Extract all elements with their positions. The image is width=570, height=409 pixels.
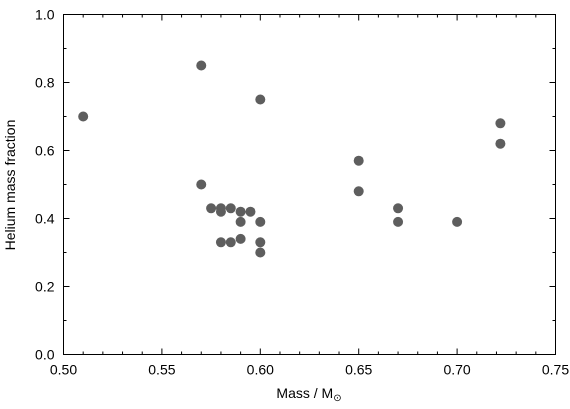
scatter-point bbox=[393, 203, 404, 214]
scatter-point bbox=[215, 237, 226, 248]
scatter-point bbox=[495, 138, 506, 149]
scatter-point bbox=[235, 233, 246, 244]
scatter-point bbox=[245, 206, 256, 217]
scatter-point bbox=[235, 206, 246, 217]
scatter-point bbox=[206, 203, 217, 214]
scatter-point bbox=[255, 94, 266, 105]
scatter-point bbox=[225, 237, 236, 248]
x-axis: 0.50 0.55 0.60 0.65 0.70 0.75 bbox=[50, 14, 569, 378]
scatter-point bbox=[215, 206, 226, 217]
scatter-point bbox=[235, 216, 246, 227]
scatter-point bbox=[393, 216, 404, 227]
scatter-point bbox=[353, 155, 364, 166]
scatter-point bbox=[255, 237, 266, 248]
y-tick-label: 0.8 bbox=[35, 75, 55, 91]
x-tick-label: 0.60 bbox=[247, 362, 274, 378]
x-axis-title-subscript: ⊙ bbox=[333, 393, 341, 404]
x-tick-label: 0.65 bbox=[345, 362, 372, 378]
scatter-point bbox=[196, 179, 207, 190]
x-tick-label: 0.75 bbox=[542, 362, 569, 378]
data-points bbox=[78, 60, 506, 258]
scatter-point bbox=[353, 186, 364, 197]
scatter-point bbox=[495, 118, 506, 129]
scatter-point bbox=[78, 111, 89, 122]
plot-frame bbox=[63, 14, 556, 355]
scatter-point bbox=[452, 216, 463, 227]
x-tick-label: 0.55 bbox=[148, 362, 175, 378]
scatter-point bbox=[255, 216, 266, 227]
y-tick-label: 0.6 bbox=[35, 143, 55, 159]
y-axis: 0.0 0.2 0.4 0.6 0.8 1.0 bbox=[35, 7, 556, 363]
y-tick-label: 1.0 bbox=[35, 7, 55, 23]
y-tick-label: 0.0 bbox=[35, 347, 55, 363]
y-tick-label: 0.2 bbox=[35, 279, 55, 295]
y-axis-title: Helium mass fraction bbox=[2, 120, 18, 251]
x-tick-label: 0.50 bbox=[50, 362, 77, 378]
scatter-point bbox=[196, 60, 207, 71]
x-axis-title: Mass / M⊙ bbox=[276, 385, 341, 404]
x-axis-title-text: Mass / M bbox=[276, 385, 333, 401]
scatter-point bbox=[255, 247, 266, 258]
x-tick-label: 0.70 bbox=[443, 362, 470, 378]
scatter-point bbox=[225, 203, 236, 214]
y-tick-label: 0.4 bbox=[35, 211, 55, 227]
